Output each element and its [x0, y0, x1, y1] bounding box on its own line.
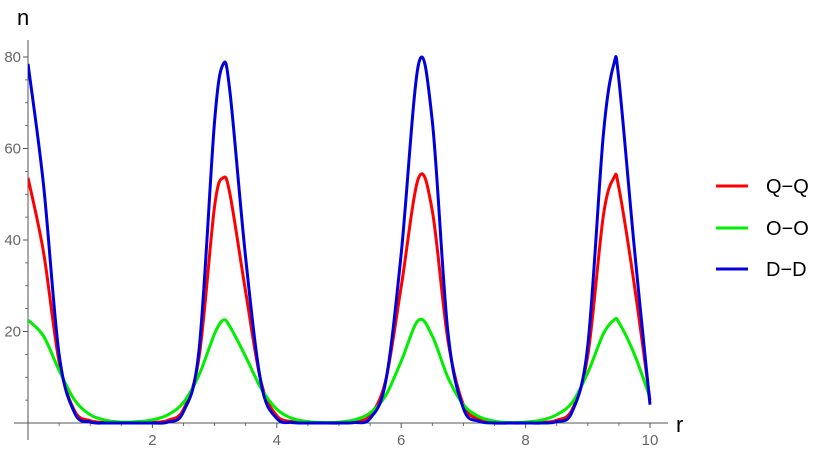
x-tick-label: 10	[642, 432, 659, 449]
x-tick-label: 2	[148, 432, 156, 449]
series-line-q-q	[28, 172, 652, 425]
tick-group: 2 4 6 8 10 20 40 60 80	[4, 49, 658, 449]
x-tick-label: 4	[273, 432, 281, 449]
series-line-d-d	[28, 55, 652, 425]
y-axis-label: n	[17, 5, 29, 30]
legend-label-q-q: Q−Q	[766, 176, 809, 198]
legend-label-o-o: O−O	[766, 218, 809, 240]
x-tick-label: 8	[521, 432, 529, 449]
y-tick-label: 40	[4, 232, 21, 249]
series-group	[28, 55, 652, 425]
y-tick-label: 80	[4, 49, 21, 66]
y-tick-label: 20	[4, 324, 21, 341]
legend: Q−Q O−O D−D	[716, 176, 809, 281]
legend-label-d-d: D−D	[766, 259, 807, 281]
y-tick-label: 60	[4, 141, 21, 158]
x-tick-label: 6	[397, 432, 405, 449]
x-axis-label: r	[676, 412, 683, 437]
series-line-o-o	[28, 316, 652, 425]
